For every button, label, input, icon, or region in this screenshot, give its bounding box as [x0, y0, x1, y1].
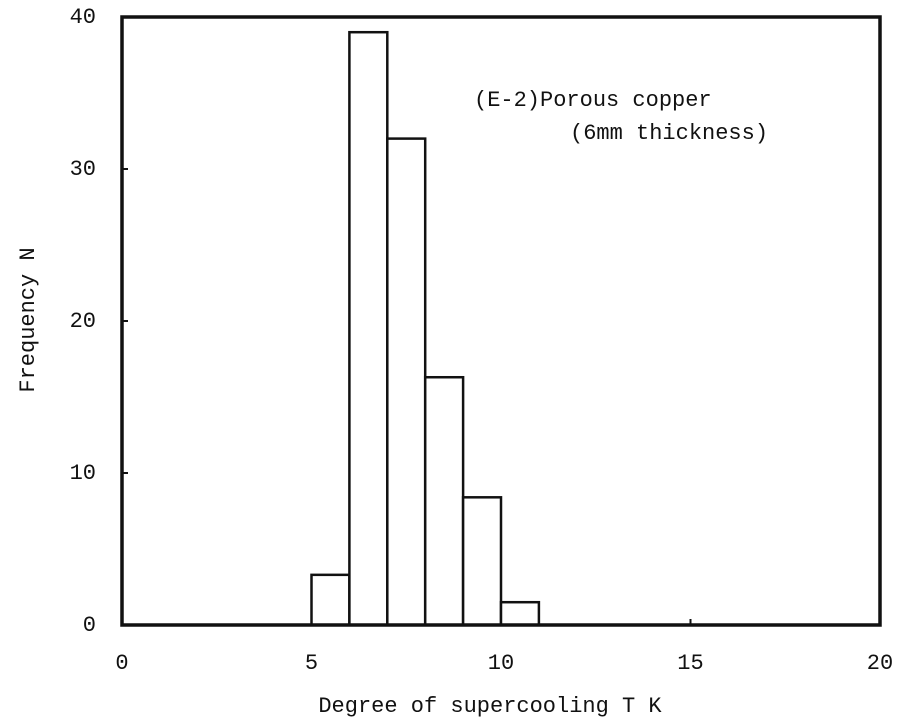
- x-tick-label: 0: [115, 651, 128, 676]
- annotation: (6mm thickness): [570, 121, 768, 146]
- bar: [423, 375, 465, 627]
- y-tick-label: 10: [70, 461, 96, 486]
- x-tick-label: 10: [488, 651, 514, 676]
- x-tick-label: 5: [305, 651, 318, 676]
- y-tick-label: 40: [70, 5, 96, 30]
- y-axis-label: Frequency N: [16, 247, 41, 392]
- bar: [386, 137, 427, 627]
- y-tick-label: 20: [70, 309, 96, 334]
- bar: [499, 600, 541, 627]
- y-tick-label: 0: [83, 613, 96, 638]
- x-tick-label: 20: [867, 651, 893, 676]
- bar: [348, 30, 389, 627]
- plot-frame: [120, 15, 882, 627]
- x-tick-label: 15: [677, 651, 703, 676]
- bar: [461, 496, 503, 627]
- annotation: (E-2)Porous copper: [474, 88, 712, 113]
- bar: [310, 573, 351, 627]
- x-axis-label: Degree of supercooling T K: [318, 694, 662, 719]
- y-tick-label: 30: [70, 157, 96, 182]
